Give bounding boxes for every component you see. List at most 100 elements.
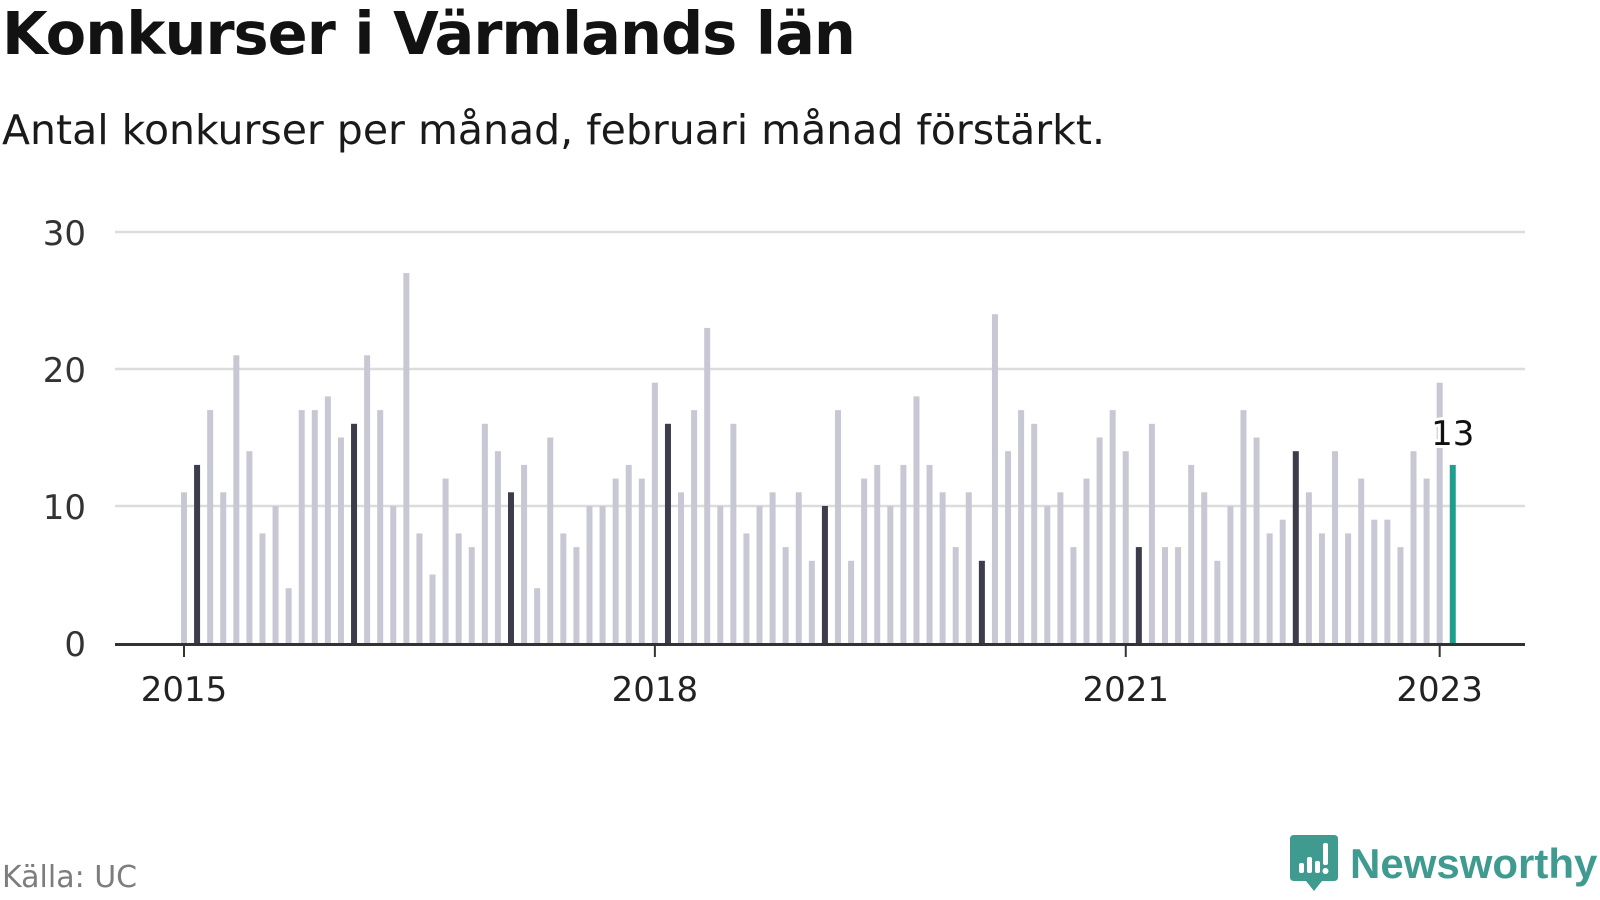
bar-2018-10 bbox=[769, 492, 776, 643]
bar-2015-11 bbox=[311, 410, 318, 643]
chart-title: Konkurser i Värmlands län bbox=[2, 0, 856, 68]
bar-2016-05 bbox=[390, 506, 397, 643]
bar-2017-09 bbox=[599, 506, 606, 643]
bar-2018-11 bbox=[782, 547, 789, 643]
bar-2016-01 bbox=[337, 437, 344, 643]
bar-2018-07 bbox=[730, 423, 737, 643]
bar-2018-01 bbox=[651, 382, 658, 643]
bar-2019-12 bbox=[952, 547, 959, 643]
x-tick-label: 2021 bbox=[1082, 670, 1169, 710]
bar-2015-04 bbox=[220, 492, 227, 643]
bar-2021-07 bbox=[1201, 492, 1208, 643]
bar-2015-08 bbox=[272, 506, 279, 643]
bar-2019-09 bbox=[913, 396, 920, 643]
bar-2016-09 bbox=[442, 478, 449, 643]
bar-2018-05 bbox=[704, 327, 711, 643]
bar-2015-12 bbox=[324, 396, 331, 643]
bar-2018-02 bbox=[664, 423, 671, 643]
bar-2020-04 bbox=[1005, 451, 1012, 643]
bar-2021-12 bbox=[1266, 533, 1273, 643]
bar-2020-11 bbox=[1096, 437, 1103, 643]
bar-2017-12 bbox=[638, 478, 645, 643]
bar-2021-02 bbox=[1135, 547, 1142, 643]
bar-2015-05 bbox=[233, 355, 240, 643]
y-tick-label: 30 bbox=[43, 214, 86, 254]
y-tick-label: 10 bbox=[43, 488, 86, 528]
bar-2017-08 bbox=[586, 506, 593, 643]
bar-2021-10 bbox=[1240, 410, 1247, 643]
bar-2021-09 bbox=[1227, 506, 1234, 643]
bar-2017-04 bbox=[534, 588, 541, 643]
y-tick-label: 0 bbox=[64, 625, 86, 665]
bar-2021-08 bbox=[1214, 560, 1221, 643]
bar-2016-11 bbox=[468, 547, 475, 643]
bar-2023-02 bbox=[1449, 464, 1456, 643]
bar-2015-03 bbox=[207, 410, 214, 643]
bar-2019-05 bbox=[861, 478, 868, 643]
bar-2022-07 bbox=[1358, 478, 1365, 643]
bar-2016-02 bbox=[351, 423, 358, 643]
bar-2022-03 bbox=[1305, 492, 1312, 643]
bar-2017-01 bbox=[494, 451, 501, 643]
data-labels: 13 bbox=[1428, 411, 1477, 457]
bar-2022-12 bbox=[1423, 478, 1430, 643]
bar-2020-05 bbox=[1018, 410, 1025, 643]
bar-2021-01 bbox=[1122, 451, 1129, 643]
bar-2022-04 bbox=[1318, 533, 1325, 643]
bar-2017-02 bbox=[508, 492, 514, 643]
y-tick-label: 20 bbox=[43, 351, 86, 391]
bar-2020-03 bbox=[991, 314, 998, 643]
bar-2018-03 bbox=[678, 492, 685, 643]
bar-2021-05 bbox=[1175, 547, 1182, 643]
bar-chart: 0 10 20 30 2015 2018 2021 2023 13 bbox=[43, 214, 1525, 710]
x-tick-label: 2015 bbox=[141, 670, 228, 710]
brand-name: Newsworthy bbox=[1350, 840, 1598, 887]
bar-2019-07 bbox=[887, 506, 894, 643]
bar-2022-11 bbox=[1410, 451, 1417, 643]
bar-2019-11 bbox=[939, 492, 946, 643]
bar-2017-05 bbox=[547, 437, 554, 643]
bar-2017-06 bbox=[560, 533, 567, 643]
bar-2021-06 bbox=[1188, 464, 1195, 643]
bar-2016-06 bbox=[403, 273, 410, 643]
source-note: Källa: UC bbox=[2, 860, 138, 895]
bar-2019-04 bbox=[848, 560, 855, 643]
bar-2018-06 bbox=[717, 506, 724, 643]
bar-2016-03 bbox=[364, 355, 371, 643]
bar-2021-03 bbox=[1148, 423, 1155, 643]
bar-2020-09 bbox=[1070, 547, 1077, 643]
bar-2021-04 bbox=[1162, 547, 1168, 643]
newsworthy-logo-icon bbox=[1290, 835, 1338, 891]
bar-2015-09 bbox=[285, 588, 292, 643]
bar-2018-09 bbox=[756, 506, 763, 643]
latest-value-label: 13 bbox=[1431, 414, 1474, 454]
bar-2022-08 bbox=[1371, 519, 1378, 643]
x-tick-label: 2018 bbox=[612, 670, 699, 710]
bar-2017-03 bbox=[521, 464, 528, 643]
bar-2015-01 bbox=[181, 492, 187, 643]
bar-2015-02 bbox=[194, 464, 201, 643]
bar-2015-07 bbox=[259, 533, 266, 643]
bar-2019-06 bbox=[874, 464, 881, 643]
bar-2016-08 bbox=[429, 574, 436, 643]
bar-2018-08 bbox=[743, 533, 750, 643]
bar-2022-06 bbox=[1345, 533, 1352, 643]
bar-2022-02 bbox=[1292, 451, 1299, 643]
bar-2020-12 bbox=[1109, 410, 1116, 643]
bar-2021-11 bbox=[1253, 437, 1260, 643]
bar-2017-07 bbox=[573, 547, 580, 643]
bar-2019-10 bbox=[926, 464, 933, 643]
bar-2016-12 bbox=[481, 423, 488, 643]
bar-2018-04 bbox=[691, 410, 698, 643]
bar-2020-06 bbox=[1031, 423, 1038, 643]
bar-2017-10 bbox=[612, 478, 619, 643]
chart-subtitle: Antal konkurser per månad, februari måna… bbox=[2, 106, 1106, 154]
bar-2020-08 bbox=[1057, 492, 1064, 643]
bar-2020-02 bbox=[978, 560, 985, 643]
x-tick-label: 2023 bbox=[1396, 670, 1483, 710]
bar-2019-02 bbox=[821, 506, 828, 643]
bar-2020-10 bbox=[1083, 478, 1090, 643]
brand-logo: Newsworthy bbox=[1290, 835, 1597, 893]
gridlines bbox=[115, 230, 1525, 508]
bar-2019-03 bbox=[835, 410, 841, 643]
